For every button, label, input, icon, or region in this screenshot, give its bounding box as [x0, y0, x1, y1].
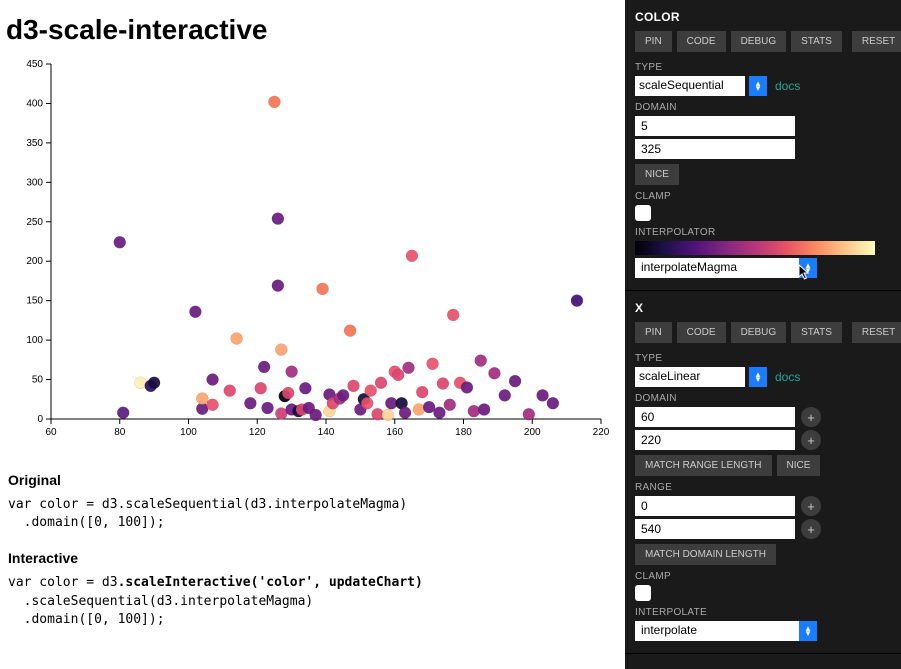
domain-label: DOMAIN: [635, 102, 891, 113]
stats-button[interactable]: STATS: [791, 322, 842, 343]
domain-min-input[interactable]: [635, 407, 795, 427]
svg-text:60: 60: [45, 427, 57, 438]
svg-text:0: 0: [37, 414, 43, 425]
docs-link[interactable]: docs: [775, 370, 800, 384]
nice-button[interactable]: NICE: [635, 164, 679, 185]
svg-text:100: 100: [180, 427, 197, 438]
svg-text:150: 150: [26, 296, 43, 307]
interpolate-label: INTERPOLATE: [635, 607, 891, 618]
select-caret-icon[interactable]: ▴▾: [749, 76, 767, 96]
stats-button[interactable]: STATS: [791, 31, 842, 52]
interactive-heading: Interactive: [8, 550, 625, 566]
panel-color-title: COLOR: [635, 10, 891, 24]
clamp-checkbox[interactable]: [635, 205, 651, 221]
code-button[interactable]: CODE: [677, 31, 726, 52]
range-max-input[interactable]: [635, 519, 795, 539]
code-button[interactable]: CODE: [677, 322, 726, 343]
reset-button[interactable]: RESET: [852, 31, 901, 52]
svg-text:350: 350: [26, 138, 43, 149]
panel-x: X PIN CODE DEBUG STATS RESET TYPE scaleL…: [625, 291, 901, 654]
docs-link[interactable]: docs: [775, 79, 800, 93]
svg-text:160: 160: [386, 427, 403, 438]
interpolator-gradient[interactable]: [635, 241, 875, 255]
original-code: var color = d3.scaleSequential(d3.interp…: [8, 496, 625, 532]
domain-label: DOMAIN: [635, 393, 891, 404]
interpolator-select[interactable]: interpolateMagma: [635, 258, 803, 278]
clamp-label: CLAMP: [635, 191, 891, 202]
svg-text:200: 200: [524, 427, 541, 438]
pin-button[interactable]: PIN: [635, 322, 672, 343]
svg-text:450: 450: [26, 59, 43, 70]
scatter-chart: 0 50 100 150 200 250 300 350 400 450 60 80 100 120 140…: [6, 54, 621, 454]
select-caret-icon[interactable]: ▴▾: [799, 621, 817, 641]
svg-text:220: 220: [593, 427, 610, 438]
svg-text:300: 300: [26, 177, 43, 188]
select-caret-icon[interactable]: ▴▾: [799, 258, 817, 278]
domain-min-input[interactable]: [635, 116, 795, 136]
svg-text:80: 80: [114, 427, 126, 438]
svg-text:100: 100: [26, 335, 43, 346]
reset-button[interactable]: RESET: [852, 322, 901, 343]
sidebar: COLOR PIN CODE DEBUG STATS RESET TYPE sc…: [625, 0, 901, 669]
add-domain-button[interactable]: +: [801, 407, 821, 427]
range-min-input[interactable]: [635, 496, 795, 516]
domain-max-input[interactable]: [635, 139, 795, 159]
interactive-code: var color = d3.scaleInteractive('color',…: [8, 574, 625, 629]
interpolate-select[interactable]: interpolate: [635, 621, 803, 641]
clamp-label: CLAMP: [635, 571, 891, 582]
select-caret-icon[interactable]: ▴▾: [749, 367, 767, 387]
nice-button[interactable]: NICE: [777, 455, 821, 476]
panel-x-title: X: [635, 301, 891, 315]
clamp-checkbox[interactable]: [635, 585, 651, 601]
add-range-button[interactable]: +: [801, 519, 821, 539]
match-domain-button[interactable]: MATCH DOMAIN LENGTH: [635, 544, 776, 565]
svg-text:400: 400: [26, 98, 43, 109]
svg-text:120: 120: [249, 427, 266, 438]
svg-text:140: 140: [318, 427, 335, 438]
svg-text:200: 200: [26, 256, 43, 267]
match-range-button[interactable]: MATCH RANGE LENGTH: [635, 455, 772, 476]
type-select[interactable]: scaleLinear: [635, 367, 745, 387]
type-label: TYPE: [635, 353, 891, 364]
interpolator-label: INTERPOLATOR: [635, 227, 891, 238]
add-range-button[interactable]: +: [801, 496, 821, 516]
debug-button[interactable]: DEBUG: [731, 31, 787, 52]
type-label: TYPE: [635, 62, 891, 73]
svg-text:180: 180: [455, 427, 472, 438]
debug-button[interactable]: DEBUG: [731, 322, 787, 343]
add-domain-button[interactable]: +: [801, 430, 821, 450]
panel-color: COLOR PIN CODE DEBUG STATS RESET TYPE sc…: [625, 0, 901, 291]
range-label: RANGE: [635, 482, 891, 493]
svg-text:250: 250: [26, 217, 43, 228]
type-select[interactable]: scaleSequential: [635, 76, 745, 96]
original-heading: Original: [8, 472, 625, 488]
pin-button[interactable]: PIN: [635, 31, 672, 52]
page-title: d3-scale-interactive: [6, 14, 625, 46]
domain-max-input[interactable]: [635, 430, 795, 450]
svg-text:50: 50: [32, 375, 44, 386]
